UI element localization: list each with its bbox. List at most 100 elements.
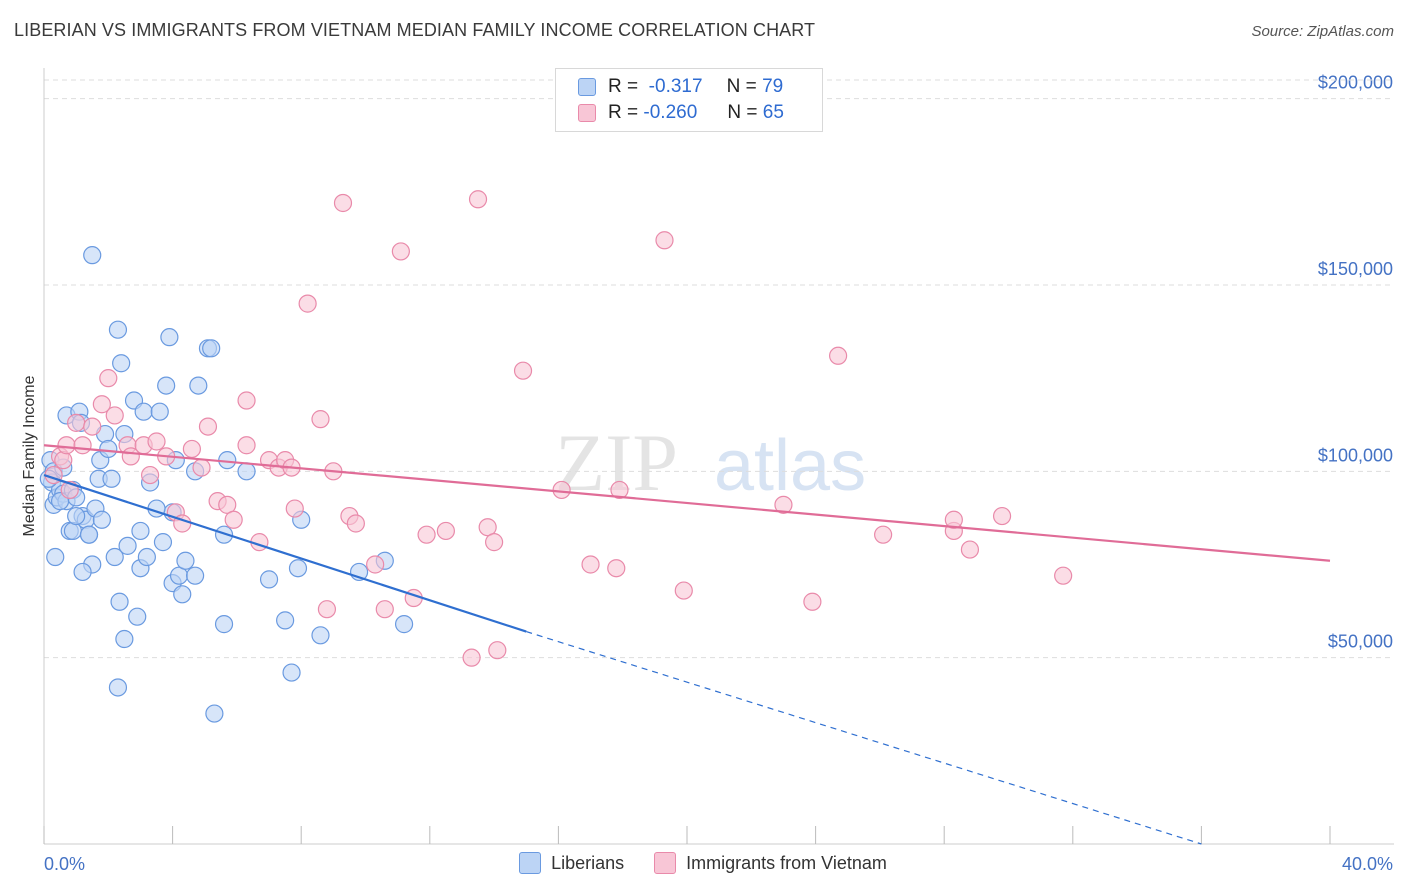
liberian-point <box>157 376 176 395</box>
vietnam-trend-line <box>43 444 1331 562</box>
vietnam-point <box>346 514 365 533</box>
vietnam-point <box>944 510 963 529</box>
liberian-point <box>176 551 195 570</box>
n-value: 79 <box>762 76 784 97</box>
liberian-point <box>83 246 102 265</box>
vietnam-point <box>237 391 256 410</box>
legend: Liberians Immigrants from Vietnam <box>0 852 1406 874</box>
liberian-point <box>173 585 192 604</box>
liberian-point <box>73 562 92 582</box>
liberian-point <box>105 547 124 567</box>
n-label: N = <box>727 102 758 123</box>
vietnam-point <box>317 600 337 619</box>
liberian-point <box>160 328 179 347</box>
vietnam-point <box>468 190 488 209</box>
liberian-point <box>67 506 86 526</box>
vietnam-point <box>198 417 218 436</box>
vietnam-point <box>803 592 822 611</box>
stats-box: R = -0.317 N = 79 R = -0.260 N = 65 <box>555 68 823 132</box>
vietnam-point <box>311 410 330 429</box>
y-tick-label: $100,000 <box>1318 445 1393 465</box>
liberian-point <box>205 704 224 723</box>
liberian-point <box>282 663 301 682</box>
liberian-point <box>112 354 131 373</box>
r-value: -0.317 <box>648 76 703 97</box>
vietnam-point <box>610 480 629 500</box>
liberian-point <box>214 525 234 544</box>
r-value: -0.260 <box>643 102 698 123</box>
liberian-point <box>115 629 134 649</box>
liberian-point <box>102 469 121 488</box>
n-label: N = <box>726 76 757 97</box>
liberian-point <box>108 320 128 339</box>
vietnam-point <box>581 555 600 574</box>
liberian-point <box>237 462 256 481</box>
liberian-point <box>99 439 118 459</box>
vietnam-point <box>140 465 160 485</box>
vietnam-point <box>417 525 436 544</box>
vietnam-point <box>366 555 385 574</box>
liberian-point <box>79 525 99 544</box>
vietnam-point <box>73 436 92 455</box>
liberian-point <box>394 615 414 634</box>
vietnam-point <box>607 559 626 578</box>
stats-swatch-pink <box>578 104 596 122</box>
liberian-point <box>46 547 65 567</box>
x-tick-label-max: 40.0% <box>1342 854 1393 874</box>
legend-item-liberians[interactable]: Liberians <box>519 852 624 874</box>
liberian-point <box>137 547 156 567</box>
vietnam-point <box>829 346 848 365</box>
liberian-point <box>153 533 173 552</box>
liberian-point <box>110 592 129 611</box>
y-tick-label: $150,000 <box>1318 259 1393 279</box>
vietnam-point <box>1054 566 1073 585</box>
r-label: R = <box>608 76 639 97</box>
vietnam-point <box>488 641 507 660</box>
legend-label-liberians: Liberians <box>551 852 625 873</box>
liberian-point <box>108 678 128 697</box>
liberian-point <box>214 615 234 634</box>
vietnam-point <box>182 439 201 459</box>
vietnam-point <box>485 533 504 552</box>
vietnam-point <box>552 480 571 500</box>
y-tick-label: $50,000 <box>1328 632 1393 652</box>
vietnam-point <box>436 521 455 541</box>
vietnam-point <box>298 294 317 313</box>
vietnam-point <box>105 406 124 425</box>
vietnam-point <box>375 600 394 619</box>
vietnam-point <box>57 436 76 455</box>
liberian-point <box>311 626 330 645</box>
vietnam-point <box>391 242 410 261</box>
vietnam-point <box>67 413 86 432</box>
n-value: 65 <box>762 102 784 123</box>
liberian-point <box>202 339 221 358</box>
vietnam-point <box>192 458 211 477</box>
vietnam-point <box>874 525 893 544</box>
y-tick-label: $200,000 <box>1318 73 1393 93</box>
vietnam-point <box>92 395 111 414</box>
vietnam-point <box>54 451 73 470</box>
liberian-point <box>186 566 205 585</box>
vietnam-point <box>333 193 353 213</box>
liberian-point <box>128 607 147 626</box>
source-label: Source: ZipAtlas.com <box>1251 23 1394 40</box>
stats-swatch-blue <box>578 78 596 96</box>
vietnam-point <box>462 648 481 667</box>
vietnam-point <box>285 499 304 518</box>
liberian-point <box>288 559 308 578</box>
legend-swatch-blue <box>519 852 542 874</box>
chart-title: LIBERIAN VS IMMIGRANTS FROM VIETNAM MEDI… <box>14 20 816 40</box>
vietnam-point <box>960 540 980 559</box>
liberian-point <box>150 402 169 421</box>
liberian-point <box>189 376 208 395</box>
vietnam-point <box>147 432 166 451</box>
legend-swatch-pink <box>654 852 677 874</box>
vietnam-point <box>655 231 674 250</box>
liberian-point <box>134 402 153 421</box>
liberian-point <box>118 536 137 555</box>
vietnam-point <box>83 417 102 436</box>
legend-label-vietnam: Immigrants from Vietnam <box>686 852 887 873</box>
legend-item-vietnam[interactable]: Immigrants from Vietnam <box>654 852 887 874</box>
vietnam-point <box>99 369 118 388</box>
